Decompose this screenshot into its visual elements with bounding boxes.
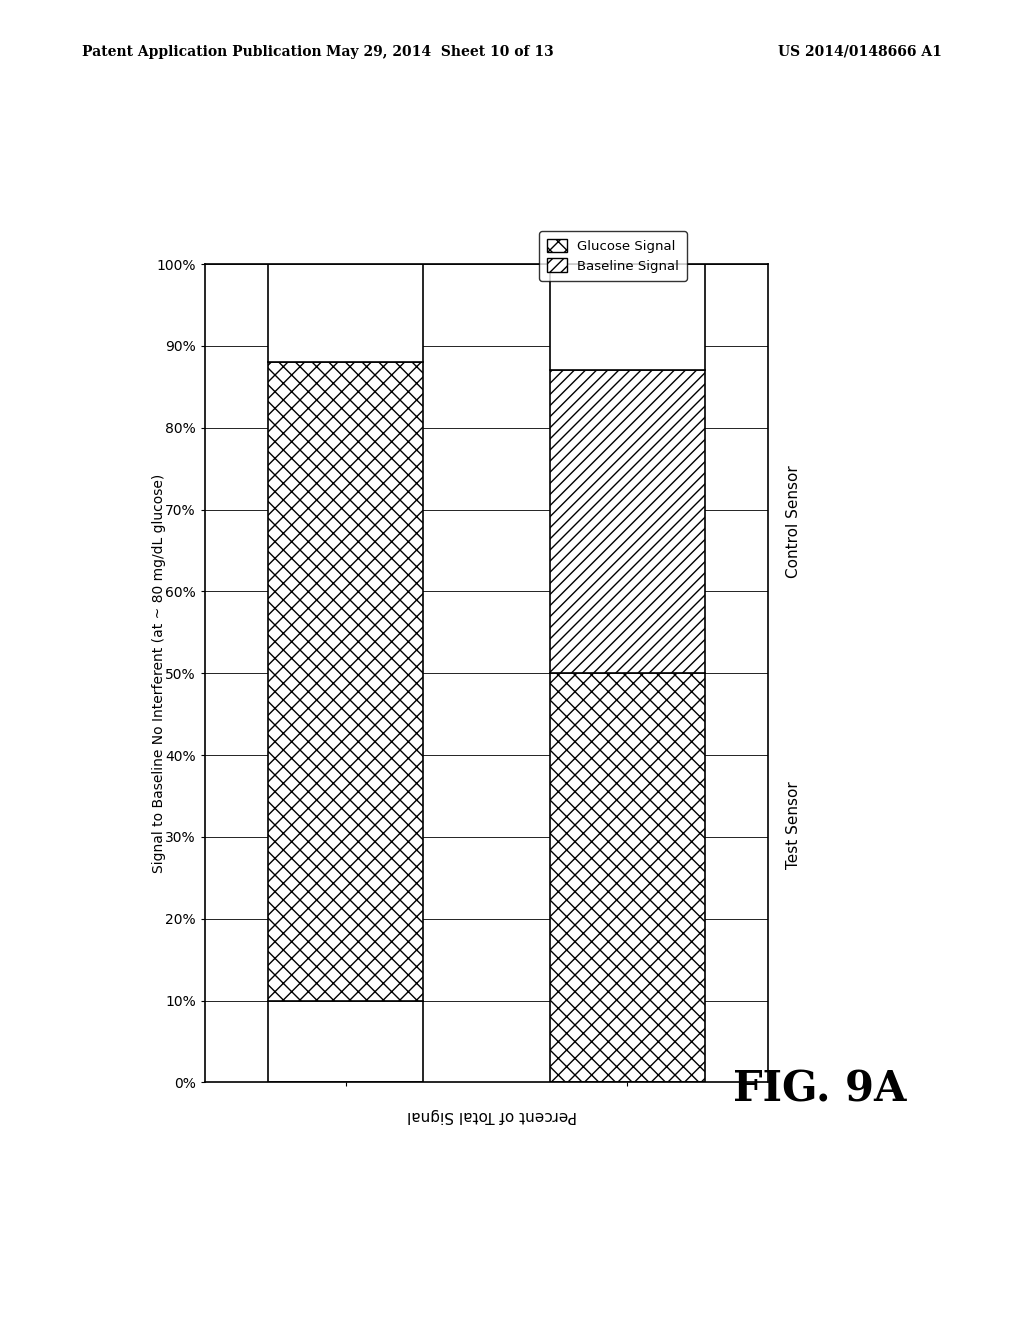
Text: May 29, 2014  Sheet 10 of 13: May 29, 2014 Sheet 10 of 13 bbox=[327, 45, 554, 59]
Text: Test Sensor: Test Sensor bbox=[786, 781, 801, 869]
Bar bbox=[550, 673, 705, 1082]
Bar bbox=[268, 362, 423, 1001]
Text: Percent of Total Signal: Percent of Total Signal bbox=[407, 1107, 577, 1123]
Legend: Glucose Signal, Baseline Signal: Glucose Signal, Baseline Signal bbox=[539, 231, 687, 281]
Text: US 2014/0148666 A1: US 2014/0148666 A1 bbox=[778, 45, 942, 59]
Bar bbox=[550, 264, 705, 371]
Text: Control Sensor: Control Sensor bbox=[786, 465, 801, 578]
Bar bbox=[268, 1001, 423, 1082]
Text: Signal to Baseline No Interferent (at ~ 80 mg/dL glucose): Signal to Baseline No Interferent (at ~ … bbox=[152, 474, 166, 873]
Bar bbox=[268, 264, 423, 362]
Text: FIG. 9A: FIG. 9A bbox=[732, 1068, 906, 1110]
Bar bbox=[550, 371, 705, 673]
Text: Patent Application Publication: Patent Application Publication bbox=[82, 45, 322, 59]
